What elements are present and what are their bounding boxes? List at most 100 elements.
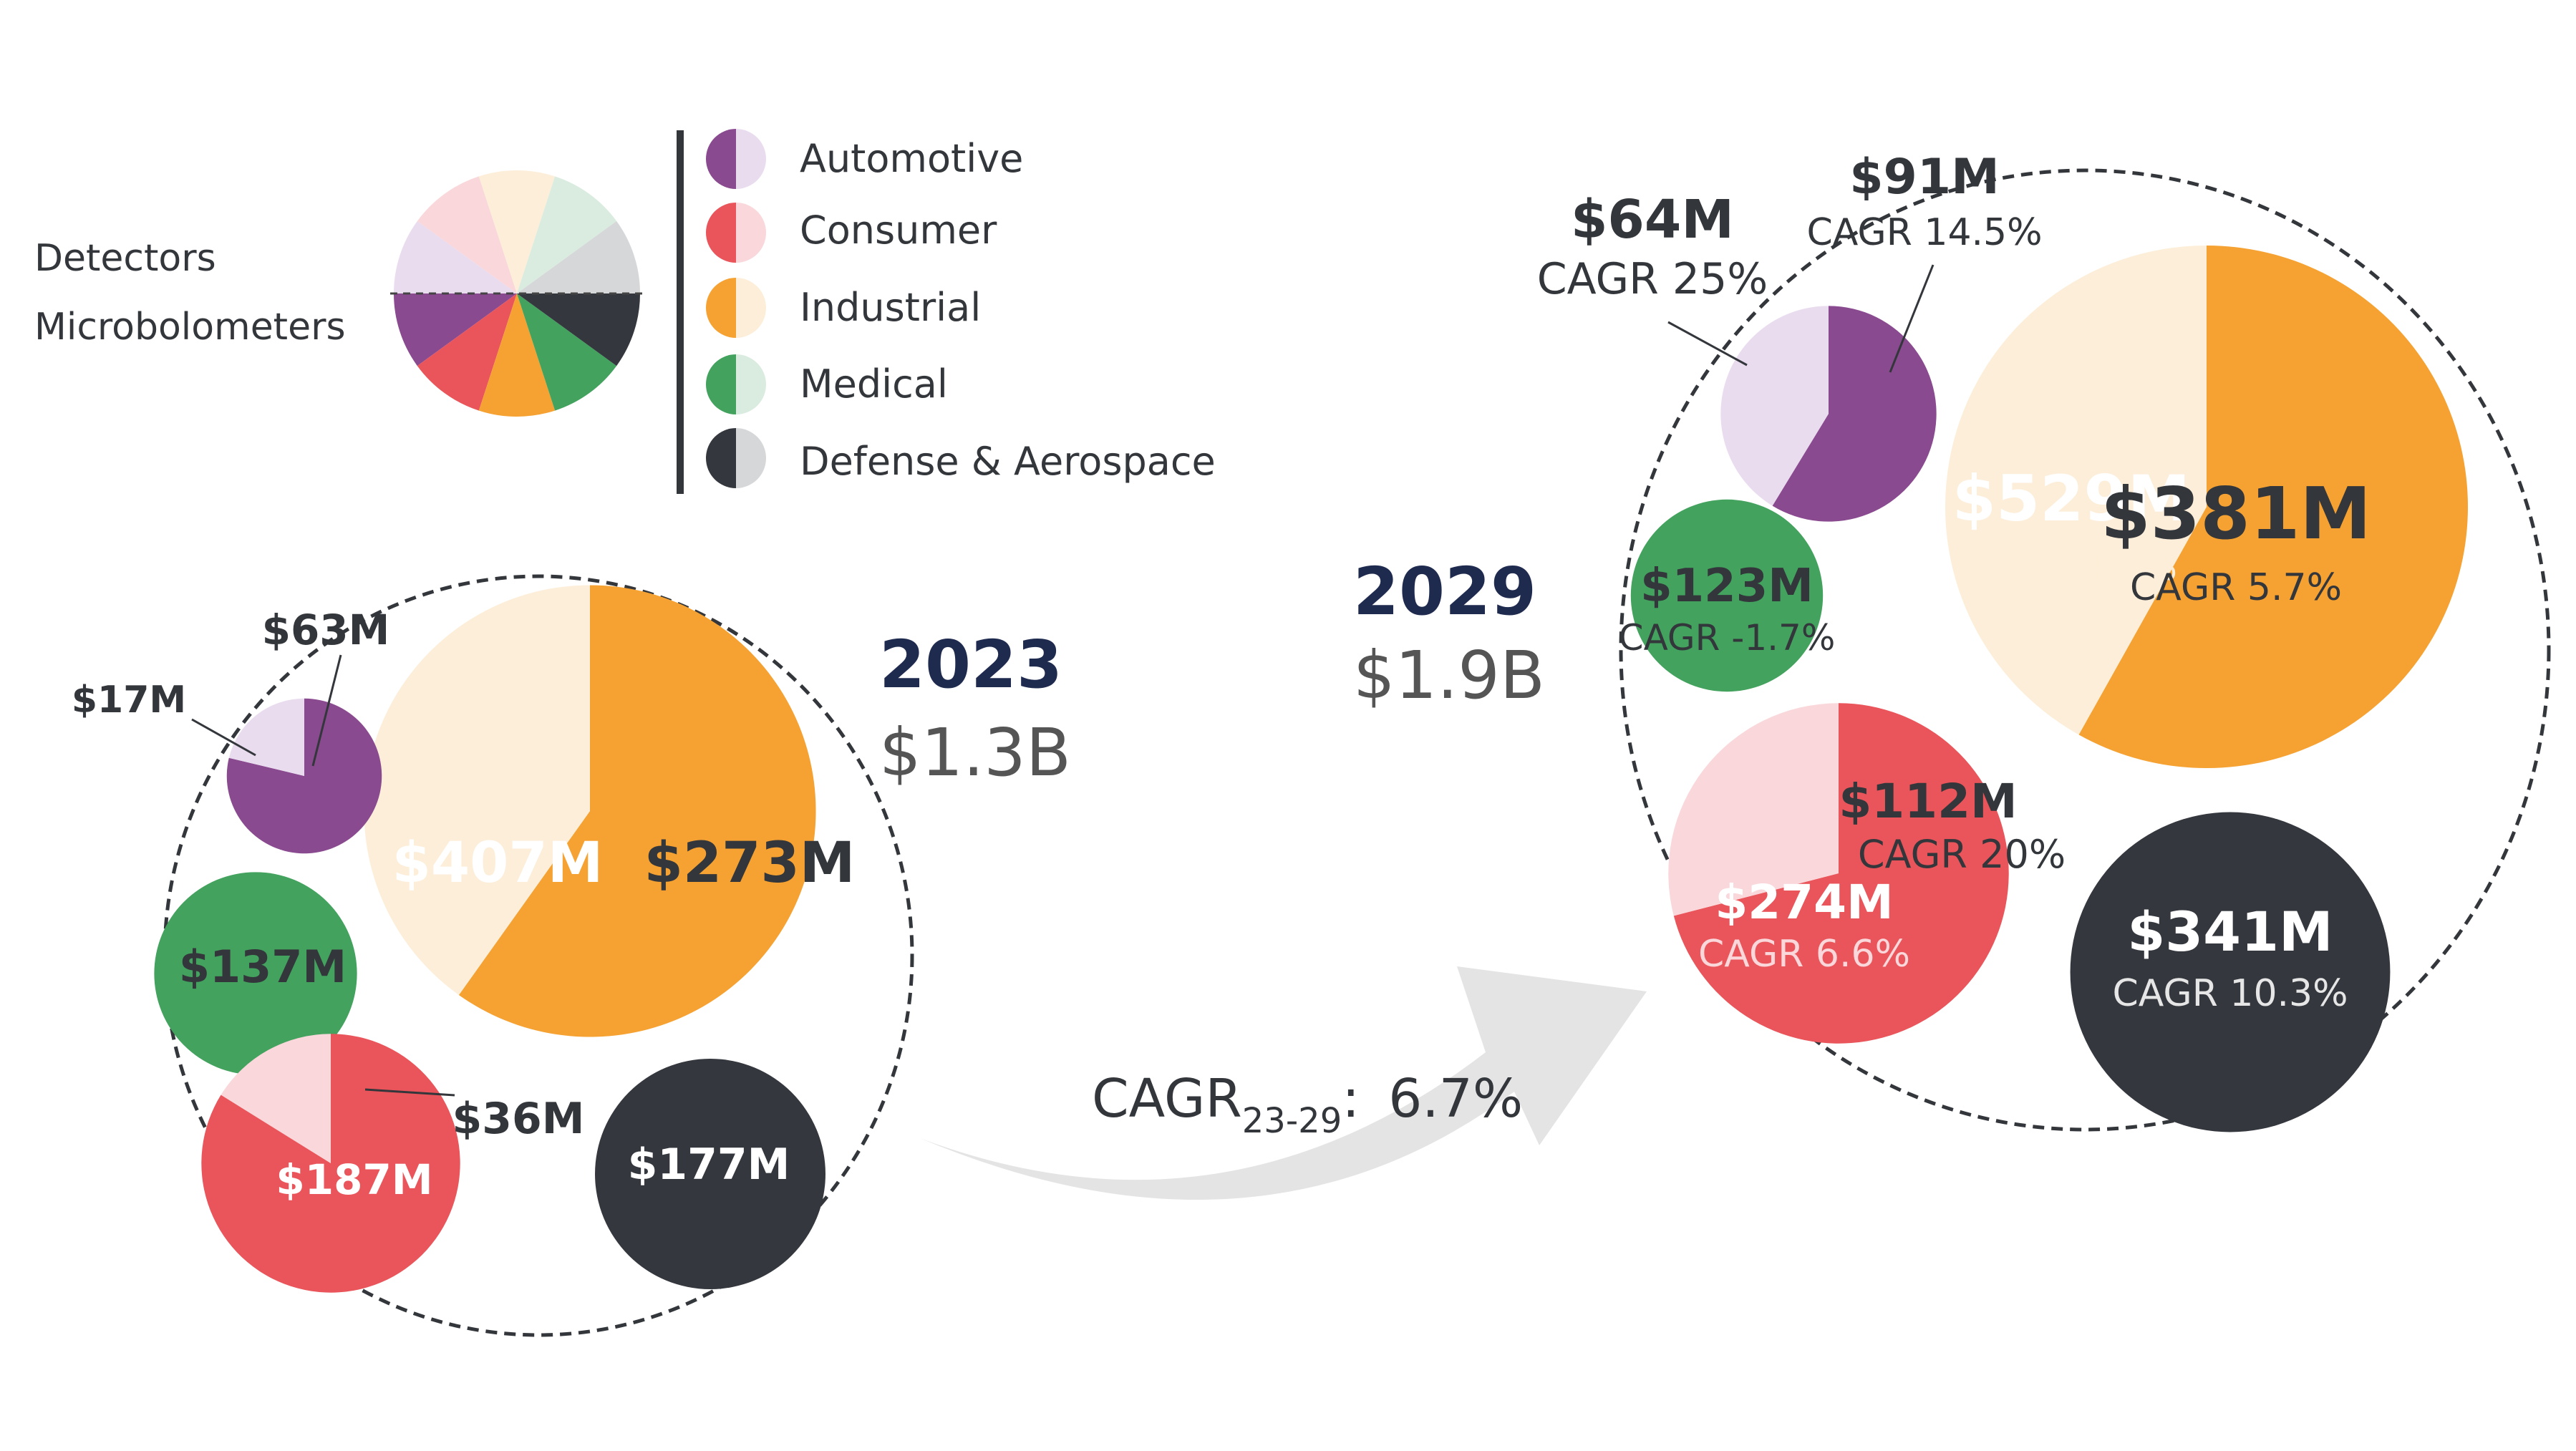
label-2023-defense-micro: $177M [628, 1140, 790, 1190]
year-2023-total: $1.3B [879, 714, 1071, 791]
bubble-2029-consumer [1668, 703, 2009, 1044]
label-2029-automotive-det-cagr: CAGR 25% [1537, 254, 1768, 304]
cagr-arrow [920, 966, 1647, 1200]
legend-item-label: Medical [800, 361, 948, 407]
label-2029-consumer-micro-cagr: CAGR 6.6% [1698, 933, 1910, 976]
label-2029-automotive-micro-cagr: CAGR 14.5% [1806, 211, 2042, 254]
legend-pie-micro-industrial [478, 293, 556, 417]
leader-line-2023-auto-micro [311, 654, 342, 767]
legend-item-industrial: Industrial [706, 278, 981, 338]
legend-pie-det-automotive [394, 220, 517, 293]
leader-line-2023-auto-det [191, 718, 256, 757]
legend-pie-micro-medical [517, 293, 617, 411]
slice-2029-industrial-microbolometers [2078, 245, 2469, 769]
legend-pie-det-industrial [478, 170, 556, 293]
label-2023-medical-micro: $137M [179, 941, 347, 993]
label-2029-industrial-micro-cagr: CAGR 4.5% [1965, 546, 2177, 589]
consumer-swatch-detector-half [736, 203, 766, 263]
cluster-2029-outline [1619, 168, 2551, 1132]
label-2029-industrial-micro: $529M [1952, 462, 2191, 535]
label-2023-industrial-micro: $407M [392, 831, 604, 896]
slice-2029-industrial-detectors [1945, 245, 2207, 735]
legend-item-consumer: Consumer [706, 203, 997, 263]
legend-pie-micro-consumer [417, 293, 517, 411]
bubble-2023-medical [154, 872, 357, 1075]
automotive-swatch [706, 129, 766, 189]
label-2029-medical-micro-cagr: CAGR -1.7% [1619, 617, 1836, 659]
leader-line-2029-auto-det [1667, 321, 1748, 367]
bubble-2029-industrial [1945, 245, 2469, 769]
label-2029-industrial-det-cagr: CAGR 5.7% [2130, 566, 2342, 609]
legend-microbolometers-label: Microbolometers [34, 306, 346, 349]
label-2029-medical-micro: $123M [1640, 560, 1814, 613]
slice-2023-consumer-microbolometers [201, 1034, 460, 1293]
defense-aerospace-swatch-micro-half [706, 428, 736, 488]
slice-2029-defense-aerospace-microbolometers [2070, 812, 2391, 1132]
slice-2023-medical-microbolometers [154, 872, 357, 1075]
cluster-2029: 2029 $1.9B $529M CAGR 4.5% $381M CAGR 5.… [1353, 149, 2551, 1132]
label-2023-industrial-det: $273M [644, 831, 856, 896]
slice-2023-industrial-detectors [364, 585, 590, 995]
label-2029-consumer-det-cagr: CAGR 20% [1858, 832, 2066, 877]
medical-swatch-detector-half [736, 354, 766, 414]
cluster-2023: 2023 $1.3B $407M $273M $63M $17M $137M $… [72, 574, 1071, 1337]
defense-aerospace-swatch-detector-half [736, 428, 766, 488]
automotive-swatch-micro-half [706, 129, 736, 189]
leader-line-2029-auto-micro [1889, 264, 1935, 373]
leader-line-2023-consumer-det [364, 1088, 455, 1097]
label-2023-consumer-det: $36M [452, 1094, 585, 1144]
legend-pie-det-medical [517, 176, 617, 293]
automotive-swatch-detector-half [736, 129, 766, 189]
label-2029-consumer-micro: $274M [1715, 875, 1893, 930]
bubble-2023-defense-aerospace [595, 1059, 825, 1289]
bubble-2023-automotive [226, 698, 382, 854]
slice-2023-automotive-detectors [228, 698, 304, 776]
legend-item-label: Consumer [800, 208, 997, 253]
cagr-label-subscript: 23-29 [1242, 1101, 1342, 1141]
industrial-swatch [706, 278, 766, 338]
legend-pie-det-consumer [417, 176, 517, 293]
bubble-2023-industrial [364, 585, 816, 1037]
industrial-swatch-detector-half [736, 278, 766, 338]
slice-2029-automotive-detectors [1720, 306, 1829, 506]
medical-swatch [706, 354, 766, 414]
legend-item-defense-aerospace: Defense & Aerospace [706, 428, 1216, 488]
label-2023-automotive-det: $17M [72, 679, 186, 722]
slice-2023-industrial-microbolometers [458, 585, 816, 1037]
legend-pie [394, 170, 640, 417]
defense-aerospace-swatch [706, 428, 766, 488]
year-2023-title: 2023 [879, 626, 1062, 703]
slice-2023-defense-aerospace-microbolometers [595, 1059, 825, 1289]
label-2029-automotive-det: $64M [1571, 189, 1734, 251]
legend-item-automotive: Automotive [706, 129, 1023, 189]
legend-item-label: Industrial [800, 285, 981, 330]
slice-2023-consumer-detectors [221, 1034, 331, 1163]
legend-item-medical: Medical [706, 354, 948, 414]
legend-pie-micro-automotive [394, 293, 517, 367]
legend-detectors-label: Detectors [34, 237, 216, 280]
year-2029-total: $1.9B [1353, 637, 1545, 714]
label-2023-consumer-micro: $187M [276, 1155, 432, 1204]
consumer-swatch [706, 203, 766, 263]
slice-2029-medical-microbolometers [1630, 499, 1824, 692]
medical-swatch-micro-half [706, 354, 736, 414]
cagr-label-value: 6.7% [1388, 1068, 1523, 1130]
legend-item-label: Defense & Aerospace [800, 439, 1216, 484]
consumer-swatch-micro-half [706, 203, 736, 263]
cagr-label-separator: : [1342, 1068, 1360, 1130]
bubble-2029-defense-aerospace [2070, 812, 2391, 1132]
label-2029-industrial-det: $381M [2101, 472, 2371, 555]
bubble-2023-consumer [201, 1034, 460, 1293]
slice-2029-consumer-detectors [1668, 703, 1839, 916]
label-2029-automotive-micro: $91M [1849, 149, 2000, 205]
label-2029-defense-micro: $341M [2127, 900, 2333, 964]
legend-pie-micro-defense-aerospace [517, 293, 640, 367]
label-2029-consumer-det: $112M [1839, 774, 2017, 829]
label-2029-defense-micro-cagr: CAGR 10.3% [2112, 972, 2348, 1015]
label-2023-automotive-micro: $63M [262, 606, 390, 654]
legend-item-label: Automotive [800, 136, 1023, 181]
industrial-swatch-micro-half [706, 278, 736, 338]
cagr-label-main: CAGR [1092, 1068, 1242, 1130]
year-2029-title: 2029 [1353, 553, 1536, 630]
